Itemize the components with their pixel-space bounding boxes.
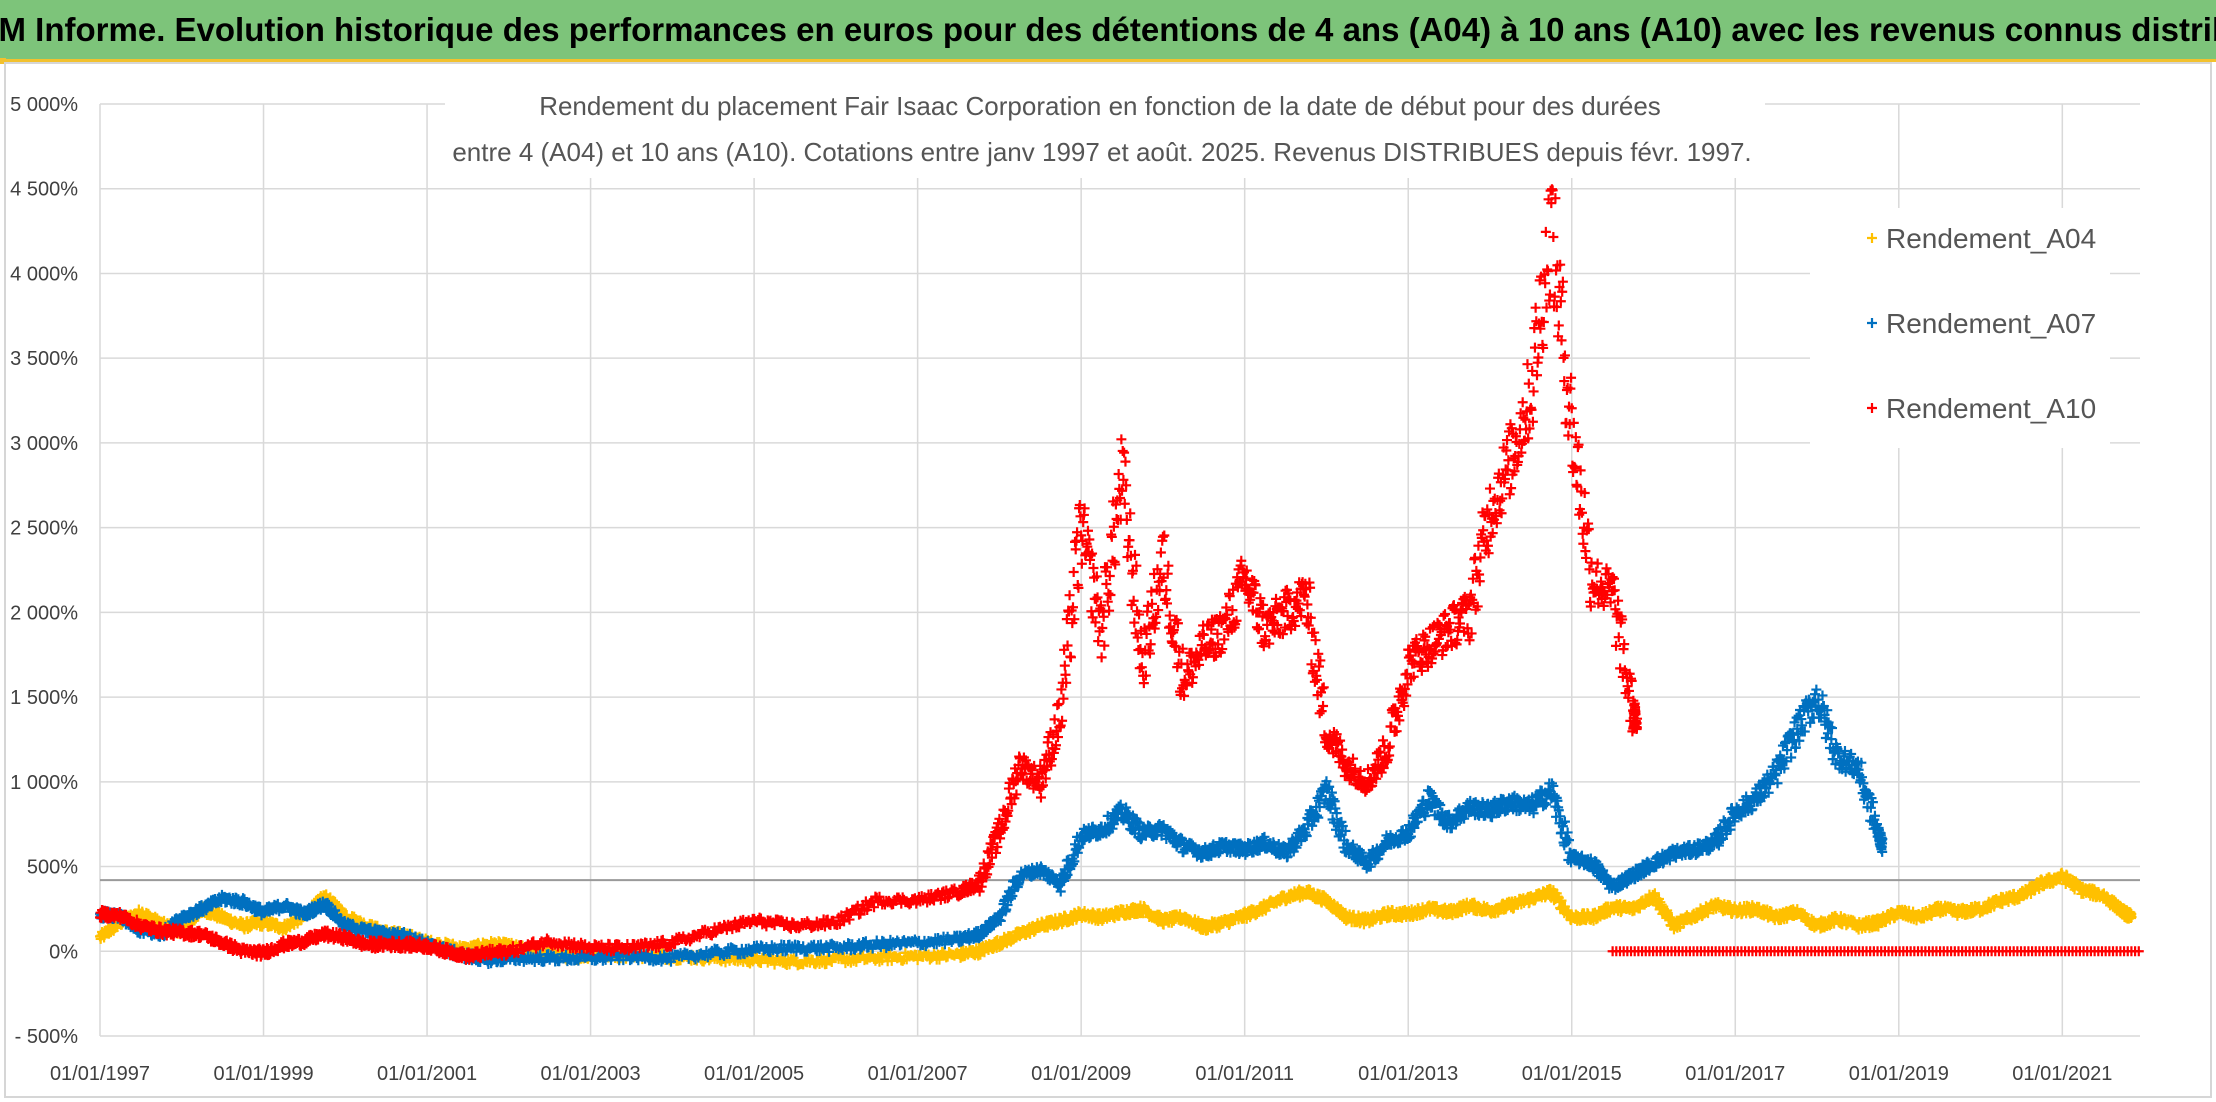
data-point (1820, 732, 1831, 743)
frame-accent (0, 58, 6, 1102)
data-point (776, 952, 787, 963)
data-point (1772, 778, 1783, 789)
data-point (1811, 684, 1822, 695)
series-Rendement_A07 (95, 684, 1888, 969)
chart-frame (4, 62, 2212, 1098)
page-title: ADAM Informe. Evolution historique des p… (0, 10, 2216, 48)
header-banner: ADAM Informe. Evolution historique des p… (0, 0, 2216, 62)
data-points (95, 184, 2144, 971)
data-point (934, 954, 945, 965)
